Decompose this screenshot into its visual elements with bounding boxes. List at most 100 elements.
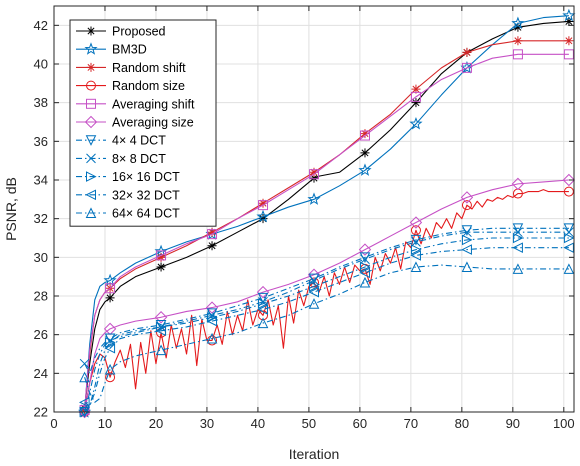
series-line: [84, 227, 569, 413]
data-point-marker: [156, 321, 167, 333]
data-point-marker: [154, 311, 168, 324]
data-point-marker: [512, 223, 524, 234]
data-point-marker: [84, 42, 98, 55]
legend-label: 4× 4 DCT: [112, 134, 166, 148]
legend-label: BM3D: [112, 43, 147, 57]
data-point-marker: [86, 80, 96, 91]
data-point-marker: [462, 227, 472, 238]
plot-frame: [53, 5, 575, 413]
y-tick-label: 24: [34, 366, 48, 381]
data-point-marker: [207, 335, 218, 346]
series-group: [78, 242, 574, 408]
x-tick-label: 0: [50, 416, 57, 431]
data-point-marker: [85, 135, 97, 146]
data-point-marker: [563, 242, 574, 253]
data-point-marker: [156, 262, 166, 272]
legend-label: Random size: [112, 79, 185, 93]
data-point-marker: [360, 254, 370, 265]
legend-label: 64× 64 DCT: [112, 207, 180, 221]
y-tick-label: 28: [34, 289, 48, 304]
data-point-marker: [360, 148, 370, 158]
data-point-marker: [513, 22, 523, 32]
x-axis-label: Iteration: [289, 446, 340, 462]
data-point-marker: [410, 250, 421, 261]
data-point-marker: [460, 191, 474, 204]
data-point-marker: [461, 62, 472, 73]
legend-item: BM3D: [76, 42, 147, 57]
data-point-marker: [105, 283, 116, 294]
data-point-marker: [410, 225, 421, 236]
data-point-marker: [511, 177, 525, 191]
data-point-marker: [360, 129, 370, 139]
data-point-marker: [461, 244, 472, 255]
data-point-marker: [207, 227, 217, 237]
data-point-marker: [564, 227, 574, 238]
data-point-marker: [461, 234, 473, 246]
x-tick-label: 90: [506, 416, 520, 431]
legend: Proposed BM3D Random shift Random size Avera…: [69, 19, 217, 227]
data-point-marker: [512, 242, 523, 253]
data-point-marker: [564, 16, 574, 26]
data-point-marker: [411, 98, 421, 108]
data-point-marker: [79, 358, 90, 369]
data-point-marker: [358, 163, 372, 176]
data-point-marker: [258, 310, 269, 321]
data-point-marker: [359, 130, 370, 141]
x-tick-label: 10: [98, 416, 112, 431]
data-point-marker: [461, 261, 473, 272]
data-point-marker: [563, 223, 575, 234]
data-point-marker: [409, 216, 423, 229]
legend-item: 4× 4 DCT: [76, 134, 166, 148]
legend-item: Random shift: [76, 61, 186, 75]
data-point-marker: [309, 281, 320, 292]
data-point-marker: [156, 252, 166, 262]
data-point-marker: [563, 49, 574, 60]
legend-label: Averaging size: [112, 116, 194, 130]
data-point-marker: [79, 371, 90, 383]
x-tick-label: 30: [200, 416, 214, 431]
data-point-marker: [462, 47, 472, 57]
legend-label: Averaging shift: [112, 97, 195, 111]
data-point-marker: [156, 250, 167, 261]
series-line: [84, 237, 569, 413]
data-point-marker: [86, 153, 96, 164]
data-point-marker: [562, 8, 576, 22]
legend-label: 32× 32 DCT: [112, 188, 180, 202]
data-point-marker: [309, 167, 319, 177]
series-line: [84, 20, 569, 409]
data-point-marker: [512, 263, 524, 274]
data-point-marker: [511, 16, 525, 30]
data-point-marker: [563, 232, 575, 244]
series-line: [84, 53, 569, 411]
legend-item: Random size: [76, 79, 185, 93]
data-point-marker: [84, 115, 98, 129]
data-point-marker: [257, 317, 269, 329]
legend-label: 16× 16 DCT: [112, 170, 180, 184]
data-point-marker: [359, 267, 370, 279]
data-point-marker: [410, 261, 422, 272]
data-point-marker: [411, 237, 421, 247]
legend-item: Averaging shift: [76, 97, 195, 111]
data-point-marker: [105, 372, 116, 383]
legend-item: Proposed: [76, 25, 166, 39]
data-point-marker: [308, 298, 320, 309]
data-point-marker: [86, 98, 96, 109]
data-point-marker: [307, 192, 321, 205]
data-point-marker: [512, 232, 524, 244]
data-point-marker: [103, 273, 117, 287]
data-point-marker: [256, 285, 270, 299]
legend-item: 16× 16 DCT: [76, 170, 180, 184]
data-point-marker: [206, 315, 218, 327]
data-point-marker: [86, 26, 96, 36]
data-point-marker: [105, 293, 115, 303]
series-group: [78, 173, 576, 419]
y-tick-label: 36: [34, 134, 48, 149]
data-point-marker: [563, 263, 575, 274]
data-point-marker: [411, 84, 421, 94]
data-point-marker: [207, 229, 218, 240]
data-point-marker: [86, 171, 97, 182]
data-point-marker: [78, 397, 90, 408]
data-point-marker: [257, 304, 269, 315]
data-point-marker: [309, 173, 319, 183]
data-point-marker: [104, 342, 116, 354]
